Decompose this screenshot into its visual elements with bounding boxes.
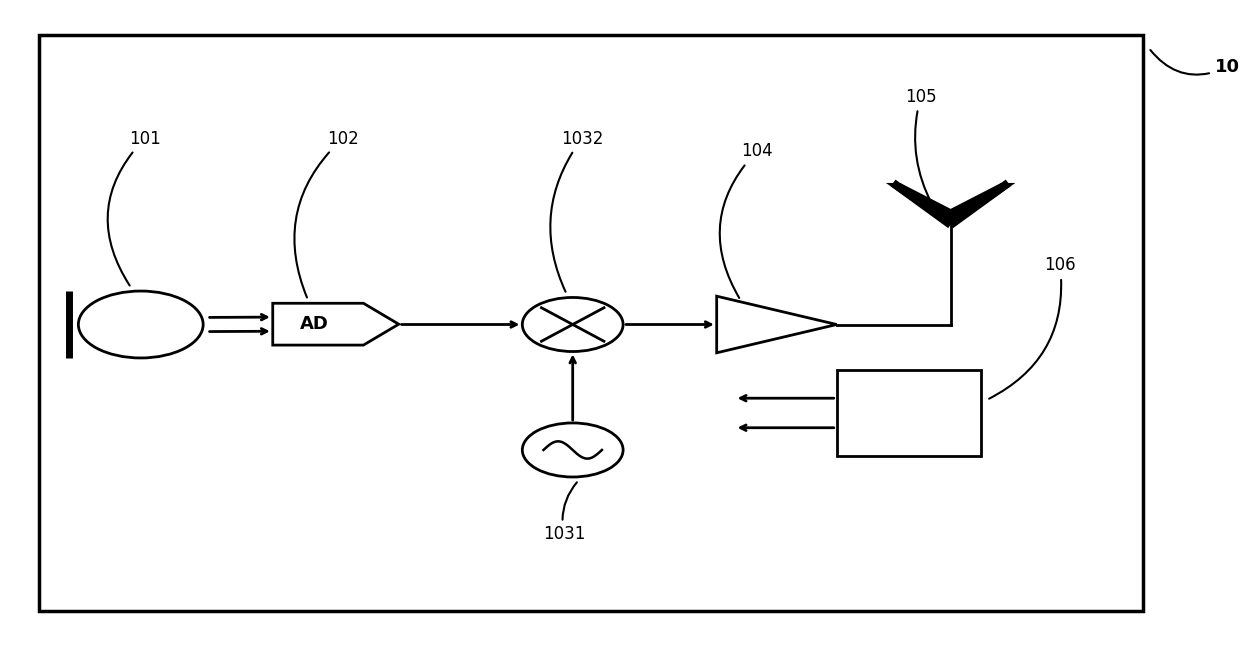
Circle shape [522,423,622,477]
Polygon shape [717,296,837,353]
Text: 104: 104 [719,142,773,298]
Text: AD: AD [300,315,329,333]
Bar [837,369,981,456]
Text: 106: 106 [990,256,1076,398]
Polygon shape [885,183,1016,225]
Text: 102: 102 [294,130,358,297]
Circle shape [522,297,622,352]
Text: 1031: 1031 [543,482,585,543]
Polygon shape [273,303,399,345]
Circle shape [78,291,203,358]
Text: 10: 10 [1151,50,1240,76]
Text: 101: 101 [108,130,160,286]
Text: 105: 105 [905,88,936,203]
Text: 1032: 1032 [551,130,603,292]
Bar [38,35,1142,611]
